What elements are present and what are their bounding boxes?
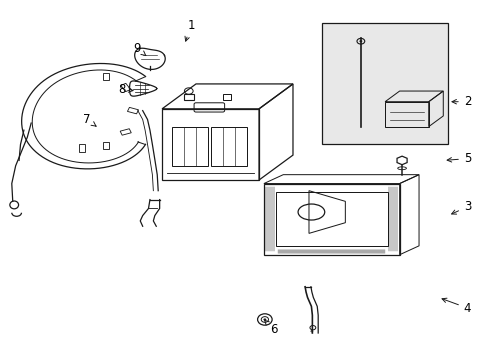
Text: 1: 1: [184, 19, 195, 41]
Text: 3: 3: [451, 200, 470, 214]
Bar: [103, 73, 109, 80]
Bar: [127, 107, 138, 114]
Bar: [183, 94, 193, 100]
Bar: [275, 193, 386, 246]
Text: 2: 2: [451, 95, 470, 108]
Bar: [171, 127, 208, 166]
Text: 5: 5: [446, 152, 470, 165]
Text: 9: 9: [133, 42, 145, 55]
Bar: [222, 94, 231, 100]
Ellipse shape: [263, 318, 266, 320]
Bar: [322, 23, 447, 144]
Bar: [103, 141, 109, 149]
Circle shape: [359, 40, 362, 42]
Bar: [121, 83, 130, 92]
Bar: [79, 144, 85, 152]
Text: 7: 7: [83, 113, 96, 126]
Text: 4: 4: [441, 298, 470, 315]
Bar: [210, 127, 246, 166]
Text: 8: 8: [119, 83, 133, 96]
Bar: [120, 129, 131, 135]
Text: 6: 6: [264, 320, 277, 336]
